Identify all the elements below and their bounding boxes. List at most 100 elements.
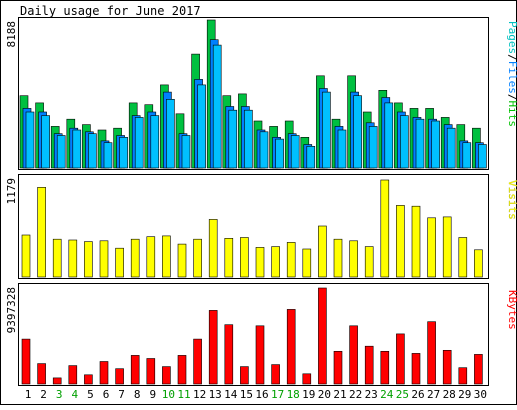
bar-pages-day-18	[290, 135, 300, 169]
bar-visits-day-10	[162, 235, 171, 278]
bar-kbytes-day-11	[177, 355, 187, 385]
bar-pages-day-29	[462, 142, 472, 169]
bar-pages-day-20	[322, 91, 331, 169]
x-label-day-29: 29	[458, 388, 471, 401]
hits-legend-text: Pages/Files/Hits	[506, 21, 517, 127]
bar-pages-day-10	[166, 99, 175, 169]
bar-visits-day-13	[208, 219, 218, 278]
x-label-day-24: 24	[380, 388, 394, 401]
bar-pages-day-22	[353, 95, 362, 169]
bar-pages-day-27	[431, 120, 440, 169]
bar-kbytes-day-28	[442, 349, 452, 385]
x-label-day-22: 22	[349, 388, 362, 401]
kbytes-y-max-label: 9397328	[5, 287, 18, 333]
bar-kbytes-day-25	[396, 333, 405, 385]
bar-visits-day-23	[364, 246, 374, 278]
x-label-day-2: 2	[40, 388, 47, 401]
bar-kbytes-day-10	[162, 366, 171, 385]
x-label-day-17: 17	[271, 388, 284, 401]
x-label-day-27: 27	[427, 388, 440, 401]
x-label-day-10: 10	[162, 388, 175, 401]
bar-pages-day-8	[134, 117, 144, 169]
legend-separator: /	[506, 94, 517, 101]
x-label-day-26: 26	[411, 388, 424, 401]
bar-visits-day-6	[99, 240, 109, 278]
bar-pages-day-30	[478, 144, 487, 169]
bar-pages-day-5	[88, 133, 97, 169]
bar-kbytes-day-8	[130, 355, 140, 385]
bar-visits-day-29	[458, 237, 468, 278]
bar-kbytes-day-17	[271, 364, 280, 385]
bar-kbytes-day-18	[286, 309, 296, 385]
x-label-day-21: 21	[333, 388, 346, 401]
bar-kbytes-day-15	[240, 366, 249, 385]
x-label-day-16: 16	[255, 388, 268, 401]
bar-visits-day-22	[349, 240, 358, 278]
bar-kbytes-day-20	[318, 287, 327, 385]
x-label-day-7: 7	[118, 388, 125, 401]
bar-visits-day-2	[37, 187, 46, 278]
visits-panel-frame	[18, 174, 489, 279]
bar-visits-day-20	[318, 225, 327, 278]
bar-pages-day-25	[400, 115, 409, 169]
kbytes-panel-frame	[18, 283, 489, 386]
bar-pages-day-6	[103, 142, 113, 169]
x-label-day-20: 20	[318, 388, 331, 401]
bar-visits-day-9	[146, 236, 156, 278]
bar-pages-day-16	[259, 131, 269, 169]
bar-visits-day-24	[380, 179, 390, 278]
bar-kbytes-day-22	[349, 325, 358, 385]
bar-visits-day-21	[333, 238, 343, 278]
bar-visits-day-8	[130, 238, 140, 278]
bar-visits-day-7	[115, 247, 124, 278]
bar-visits-day-26	[411, 205, 421, 278]
legend-separator: /	[506, 54, 517, 61]
bar-pages-day-1	[25, 111, 35, 169]
bar-visits-day-1	[21, 234, 31, 278]
x-axis-labels: 1 2 3 4 5 6 7 8 9 10 11 12 13 14 15 16 17 18 19 20 21 22 23 24 2…	[25, 388, 487, 401]
bar-pages-day-13	[212, 44, 222, 169]
bar-kbytes-day-9	[146, 358, 156, 385]
bar-kbytes-day-3	[52, 377, 62, 385]
visits-legend-text: Visits	[506, 180, 517, 220]
legend-hits: Hits	[506, 101, 517, 128]
bar-pages-day-23	[368, 126, 378, 169]
bar-visits-day-3	[52, 238, 62, 278]
bar-kbytes-day-5	[84, 374, 93, 385]
bar-kbytes-day-24	[380, 350, 390, 385]
bar-visits-day-18	[286, 242, 296, 278]
bar-kbytes-day-23	[364, 345, 374, 385]
bar-pages-day-14	[228, 109, 238, 169]
x-label-day-14: 14	[224, 388, 238, 401]
bar-kbytes-day-2	[37, 363, 46, 385]
bar-kbytes-day-12	[193, 338, 202, 385]
bar-kbytes-day-27	[427, 321, 436, 385]
bar-pages-day-4	[72, 129, 82, 169]
bar-visits-day-14	[224, 238, 234, 278]
bar-kbytes-day-13	[208, 310, 218, 385]
bar-visits-day-16	[255, 247, 265, 278]
legend-files: Files	[506, 61, 517, 94]
x-label-day-13: 13	[209, 388, 222, 401]
bar-pages-day-24	[384, 102, 394, 169]
bar-pages-day-21	[337, 129, 347, 169]
x-label-day-9: 9	[149, 388, 156, 401]
x-label-day-3: 3	[56, 388, 63, 401]
bar-kbytes-day-7	[115, 368, 124, 385]
bar-visits-day-30	[474, 249, 483, 278]
bar-visits-day-12	[193, 238, 202, 278]
bar-pages-day-28	[446, 127, 456, 169]
x-label-day-19: 19	[302, 388, 315, 401]
x-label-day-12: 12	[193, 388, 206, 401]
bar-visits-day-5	[84, 241, 93, 278]
visits-bars-group	[21, 179, 483, 278]
x-label-day-23: 23	[365, 388, 378, 401]
bar-kbytes-day-19	[302, 373, 312, 385]
hits-legend: Pages/Files/Hits	[506, 21, 517, 127]
bar-visits-day-25	[396, 205, 405, 278]
bar-kbytes-day-1	[21, 338, 31, 385]
bar-visits-day-19	[302, 248, 312, 278]
x-label-day-30: 30	[474, 388, 487, 401]
bar-visits-day-27	[427, 217, 436, 278]
